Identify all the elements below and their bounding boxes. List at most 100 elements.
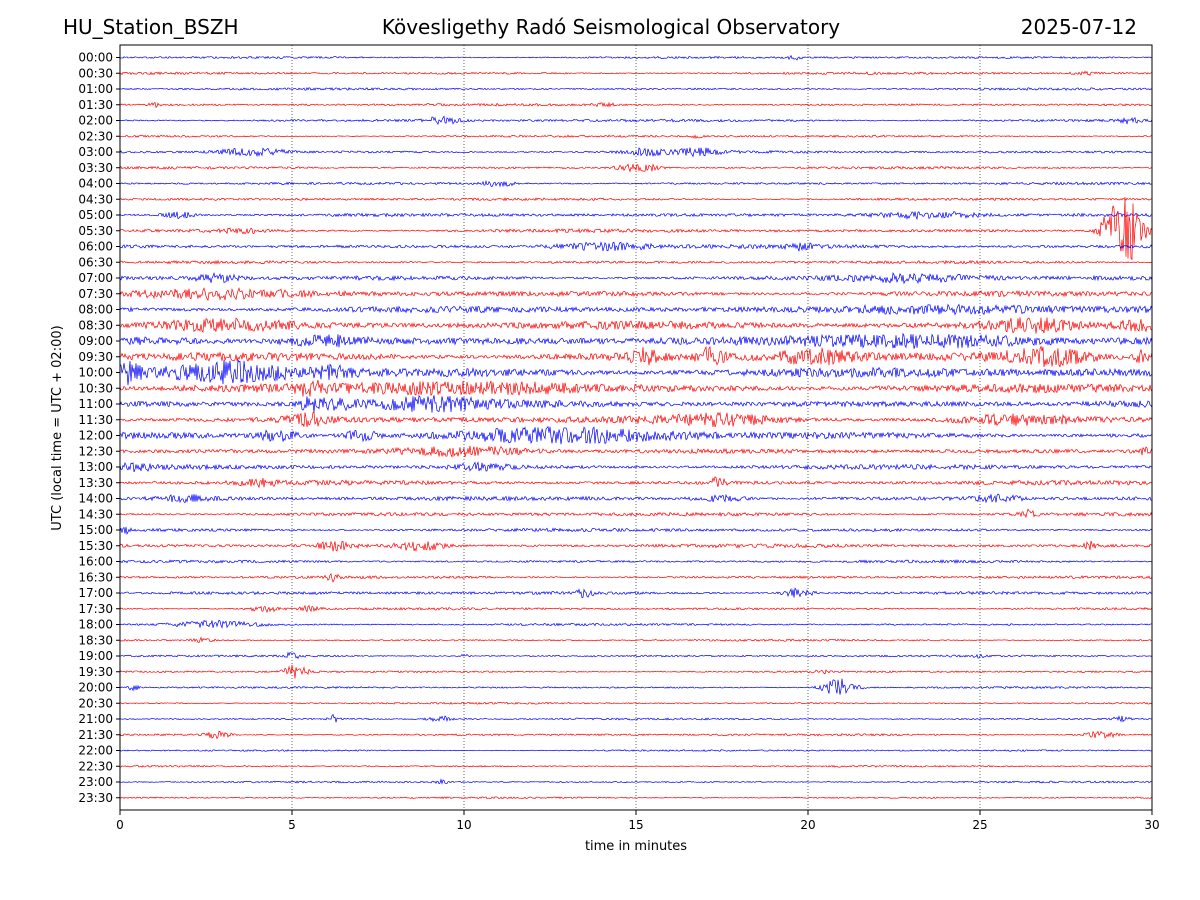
trace-0300 [120,147,1152,158]
y-tick-label: 10:00 [78,366,113,380]
y-tick-label: 23:00 [78,775,113,789]
x-tick-label: 20 [800,818,815,832]
y-tick-label: 13:30 [78,476,113,490]
x-tick-label: 30 [1144,818,1159,832]
y-tick-label: 18:00 [78,618,113,632]
trace-2230 [120,764,1152,768]
trace-1030 [120,379,1152,397]
trace-1100 [120,394,1152,413]
y-tick-label: 20:00 [78,681,113,695]
trace-0930 [120,345,1152,368]
trace-1430 [120,508,1152,519]
y-tick-label: 15:30 [78,539,113,553]
y-tick-label: 03:00 [78,145,113,159]
record-date: 2025-07-12 [1020,15,1137,39]
trace-0600 [120,241,1152,252]
trace-0200 [120,115,1152,126]
y-tick-label: 09:30 [78,350,113,364]
y-tick-label: 00:30 [78,66,113,80]
trace-1630 [120,573,1152,583]
y-tick-label: 03:30 [78,161,113,175]
trace-1500 [120,526,1152,535]
trace-1130 [120,411,1152,428]
y-tick-label: 06:00 [78,240,113,254]
x-axis-label: time in minutes [585,839,687,854]
y-tick-label: 01:00 [78,82,113,96]
trace-0800 [120,303,1152,316]
trace-2300 [120,778,1152,785]
x-tick-label: 15 [628,818,643,832]
trace-1930 [120,664,1152,679]
trace-1830 [120,636,1152,643]
trace-2030 [120,701,1152,705]
trace-1200 [120,425,1152,445]
y-tick-label: 17:00 [78,586,113,600]
y-tick-label: 11:30 [78,413,113,427]
y-tick-label: 08:00 [78,303,113,317]
y-tick-label: 11:00 [78,397,113,411]
trace-0830 [120,317,1152,334]
y-tick-label: 21:00 [78,712,113,726]
trace-0000 [120,54,1152,61]
trace-0700 [120,271,1152,285]
trace-0500 [120,211,1152,221]
trace-1300 [120,461,1152,473]
y-tick-label: 00:00 [78,51,113,65]
x-tick-label: 10 [456,818,471,832]
y-tick-label: 05:00 [78,208,113,222]
x-tick-label: 0 [116,818,124,832]
y-tick-label: 14:00 [78,492,113,506]
trace-layer [120,54,1152,800]
observatory-title: Kövesligethy Radó Seismological Observat… [381,15,841,39]
trace-0730 [120,287,1152,301]
y-tick-label: 16:00 [78,555,113,569]
y-tick-label: 09:00 [78,334,113,348]
trace-2130 [120,730,1152,740]
y-tick-label: 22:30 [78,759,113,773]
trace-1600 [120,559,1152,564]
trace-0330 [120,163,1152,173]
trace-1900 [120,651,1152,660]
trace-1230 [120,445,1152,458]
trace-0530 [120,197,1152,261]
y-tick-label: 18:30 [78,633,113,647]
trace-0130 [120,101,1152,109]
y-tick-label: 08:30 [78,318,113,332]
y-tick-label: 19:30 [78,665,113,679]
trace-0100 [120,87,1152,91]
trace-2100 [120,713,1152,723]
trace-1700 [120,587,1152,598]
grid-layer [291,45,981,810]
y-tick-label: 16:30 [78,570,113,584]
y-tick-label: 01:30 [78,98,113,112]
y-axis-label: UTC (local time = UTC + 02:00) [50,325,65,530]
trace-0430 [120,197,1152,202]
trace-2000 [120,678,1152,695]
trace-2330 [120,796,1152,800]
x-tick-label: 5 [288,818,296,832]
y-tick-label: 02:30 [78,129,113,143]
trace-1330 [120,476,1152,489]
trace-0030 [120,70,1152,76]
trace-1800 [120,619,1152,629]
y-tick-label: 23:30 [78,791,113,805]
y-tick-label: 05:30 [78,224,113,238]
y-tick-label: 21:30 [78,728,113,742]
y-tick-label: 02:00 [78,114,113,128]
x-axis: 0 5 10 15 20 25 30 [116,810,1160,832]
y-tick-label: 10:30 [78,381,113,395]
trace-1730 [120,604,1152,614]
y-tick-label: 04:30 [78,192,113,206]
trace-1530 [120,540,1152,553]
trace-0900 [120,332,1152,349]
trace-2200 [120,749,1152,752]
y-tick-label: 12:00 [78,429,113,443]
y-tick-label: 20:30 [78,696,113,710]
y-tick-label: 14:30 [78,507,113,521]
trace-1400 [120,493,1152,504]
x-tick-label: 25 [972,818,987,832]
y-tick-label: 19:00 [78,649,113,663]
trace-0400 [120,179,1152,188]
